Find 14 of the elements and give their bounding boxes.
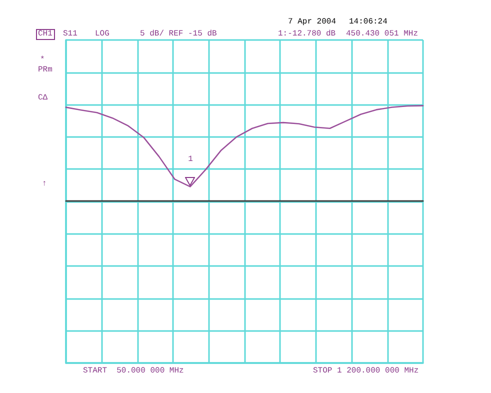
text: * [40,56,45,64]
text: PRm [38,66,53,74]
text: CΔ [38,94,48,102]
text: 7 Apr 2004 [288,18,336,26]
text: 1:-12.780 dB [278,30,336,38]
text: LOG [95,30,110,38]
text: S11 [63,30,78,38]
text: 450.430 051 MHz [346,30,418,38]
text: ↑ [42,180,47,188]
text: 5 dB/ REF -15 dB [140,30,218,38]
text: STOP 1 200.000 000 MHz [313,366,419,376]
annotation: 1 [188,155,194,164]
text: 14:06:24 [349,18,388,26]
text: START 50.000 000 MHz [83,366,184,376]
